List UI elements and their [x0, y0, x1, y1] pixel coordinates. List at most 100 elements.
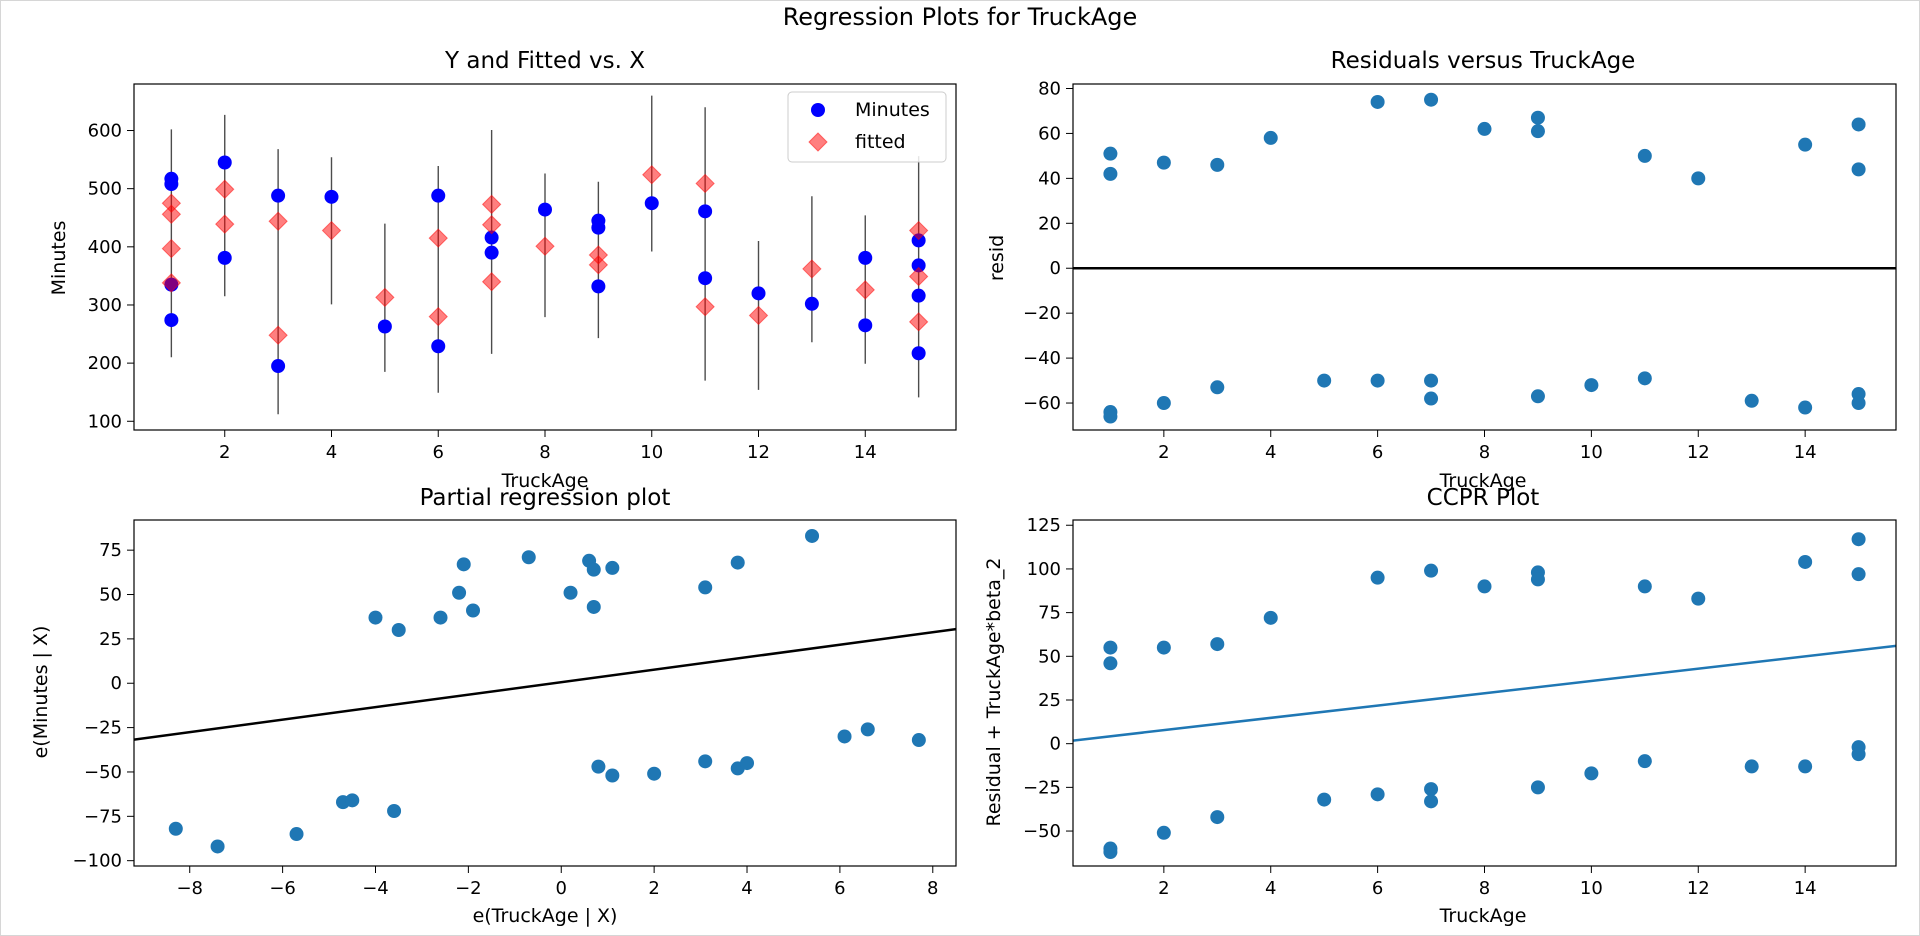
fitted-point [695, 297, 715, 317]
partial-point [168, 821, 183, 836]
residual-point [1370, 373, 1385, 388]
partial-ytick-label: 50 [99, 585, 122, 606]
residuals-xtick-label: 4 [1265, 442, 1276, 463]
fitted-point [268, 211, 288, 231]
yfitted-xtick-label: 8 [539, 442, 550, 463]
ccpr-point [1637, 579, 1652, 594]
minutes-point [431, 188, 446, 203]
yfitted-xtick-label: 4 [326, 442, 337, 463]
minutes-point [484, 245, 499, 260]
ccpr-point [1424, 782, 1439, 797]
fitted-point [908, 220, 929, 241]
xlabel-partial: e(TruckAge | X) [473, 905, 618, 927]
residuals-ytick-label: 20 [1038, 213, 1061, 234]
ccpr-ytick-label: 50 [1038, 646, 1061, 667]
partial-point [452, 585, 467, 600]
partial-ytick-label: 25 [99, 629, 122, 650]
residual-point [1637, 148, 1652, 163]
partial-point [433, 610, 448, 625]
partial-xtick-label: −8 [176, 878, 203, 899]
minutes-point [271, 188, 286, 203]
yfitted-ytick-label: 500 [88, 179, 122, 200]
residuals-ytick-label: −20 [1023, 303, 1061, 324]
ccpr-ytick-label: 125 [1027, 515, 1061, 536]
yfitted-ytick-label: 100 [88, 411, 122, 432]
yfitted-ytick-label: 600 [88, 121, 122, 142]
residual-point [1156, 396, 1171, 411]
ccpr-point [1530, 572, 1545, 587]
ccpr-point [1103, 845, 1118, 860]
yfitted-ytick-label: 400 [88, 237, 122, 258]
residual-point [1798, 137, 1813, 152]
minutes-point [751, 286, 766, 301]
ccpr-axes-frame [1072, 519, 1897, 867]
residual-point [1530, 124, 1545, 139]
partial-point [591, 759, 606, 774]
partial-point [647, 766, 662, 781]
minutes-point [698, 204, 713, 219]
plot-area-ccpr: 2 4 6 8 10 12 14 −50 −25 0 25 50 75 100 125 [1023, 515, 1897, 899]
ccpr-ytick-label: 0 [1050, 734, 1061, 755]
partial-point [698, 754, 713, 769]
partial-point [698, 580, 713, 595]
ccpr-point [1210, 810, 1225, 825]
minutes-point [858, 250, 873, 265]
fitted-point [535, 236, 555, 256]
yfitted-xtick-label: 12 [747, 442, 770, 463]
ccpr-point [1851, 747, 1866, 762]
minutes-point [804, 296, 819, 311]
residual-point [1103, 409, 1118, 424]
xlabel-ccpr: TruckAge [1439, 905, 1527, 927]
residuals-xtick-label: 8 [1479, 442, 1490, 463]
residual-point [1210, 380, 1225, 395]
legend-label-minutes: Minutes [855, 99, 930, 121]
residual-point [1584, 378, 1599, 393]
xlabel-y-fitted: TruckAge [501, 470, 589, 492]
xlabel-residuals: TruckAge [1439, 470, 1527, 492]
minutes-point [698, 271, 713, 286]
yfitted-axes-frame [133, 83, 957, 431]
minutes-point [164, 313, 179, 328]
fitted-point [481, 272, 502, 292]
partial-point [911, 733, 926, 748]
yfitted-xtick-label: 10 [640, 442, 663, 463]
partial-point [456, 557, 471, 572]
ccpr-ytick-label: 100 [1027, 559, 1061, 580]
partial-point [391, 623, 406, 638]
ccpr-point [1424, 563, 1439, 578]
panel-title-y-fitted: Y and Fitted vs. X [444, 48, 645, 74]
ccpr-xtick-label: 14 [1794, 878, 1817, 899]
partial-xtick-label: −2 [455, 878, 482, 899]
ccpr-point [1851, 567, 1866, 582]
residual-point [1530, 389, 1545, 404]
minutes-point [911, 288, 926, 303]
fitted-point [215, 214, 235, 234]
plot-area-y-fitted: 2 4 6 8 10 12 14 100 200 300 400 500 600 [88, 83, 957, 463]
fitted-point [215, 179, 235, 199]
partial-point [345, 793, 360, 808]
legend-marker-fitted [808, 132, 828, 152]
partial-ytick-label: −25 [84, 718, 122, 739]
fitted-point [908, 312, 929, 332]
panel-title-partial: Partial regression plot [420, 485, 671, 511]
ccpr-fit-line [1073, 644, 1896, 742]
ccpr-point [1210, 637, 1225, 652]
yfitted-xtick-label: 6 [433, 442, 444, 463]
residuals-xtick-label: 14 [1794, 442, 1817, 463]
partial-point [586, 599, 601, 614]
residuals-ytick-label: 40 [1038, 168, 1061, 189]
minutes-point [591, 279, 606, 294]
residual-point [1263, 130, 1278, 145]
partial-xtick-label: 6 [834, 878, 845, 899]
ccpr-point [1156, 825, 1171, 840]
residual-point [1744, 393, 1759, 408]
residual-point [1317, 373, 1332, 388]
ccpr-point [1691, 591, 1706, 606]
residual-point [1424, 92, 1439, 107]
minutes-point [644, 196, 659, 211]
residuals-axes-frame [1072, 83, 1897, 431]
fitted-point [375, 287, 395, 308]
fitted-point [695, 173, 715, 194]
partial-xtick-label: 0 [556, 878, 567, 899]
ylabel-ccpr: Residual + TruckAge*beta_2 [983, 557, 1005, 826]
